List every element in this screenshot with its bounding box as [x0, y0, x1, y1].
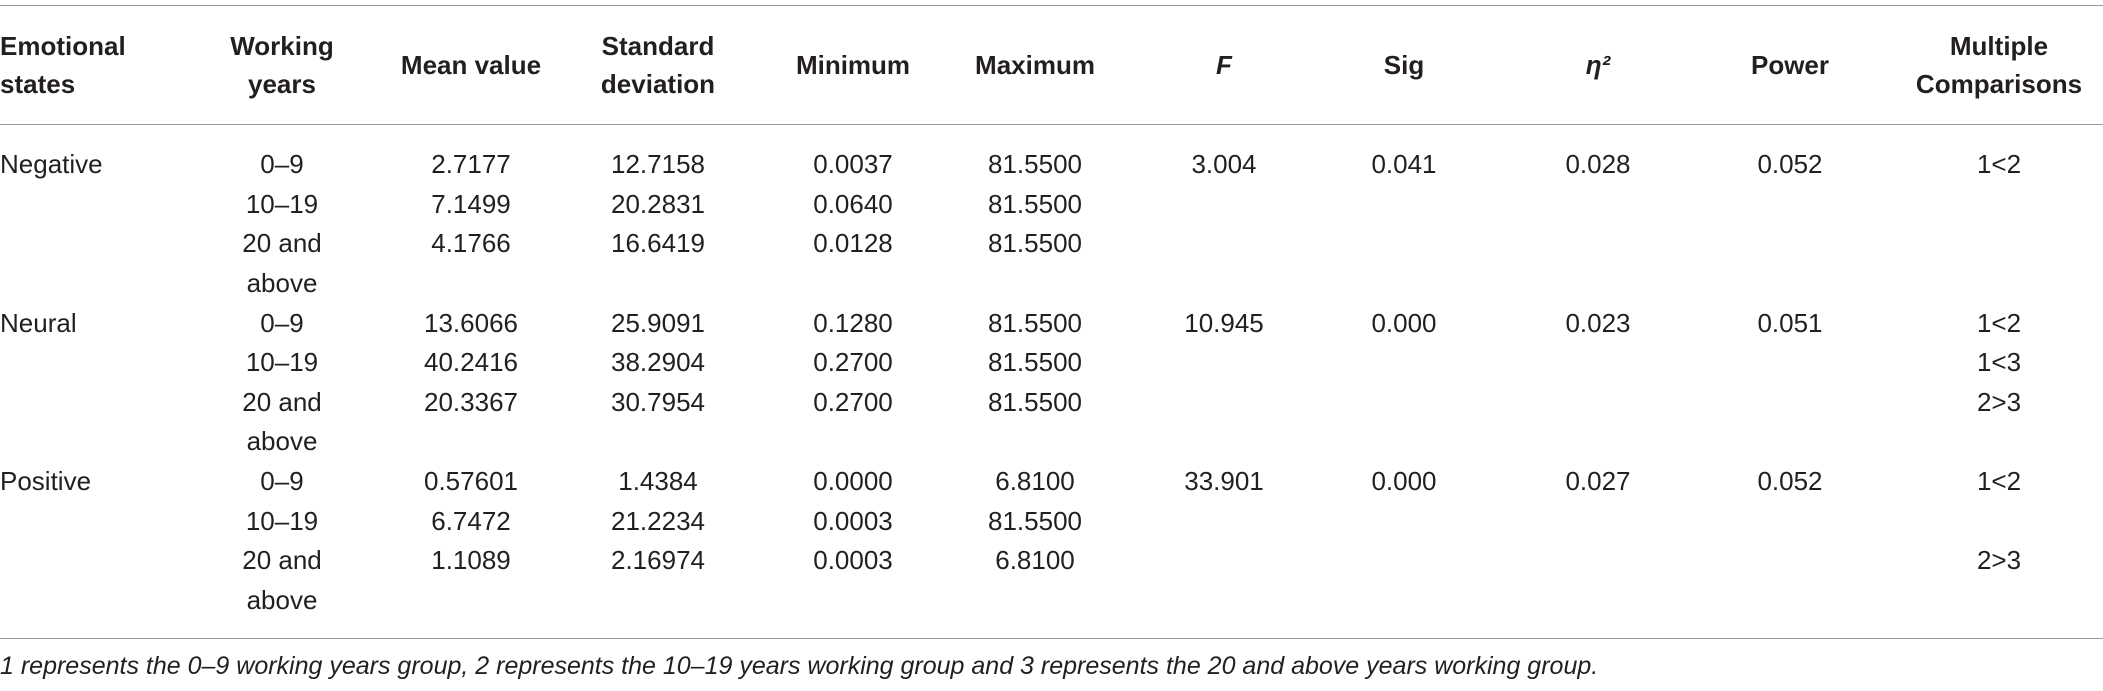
- comparison: 1<2: [1976, 307, 2022, 338]
- working-years: 0–9: [260, 149, 304, 180]
- column-header: Sig: [1383, 50, 1425, 80]
- value-max: 81.5500: [988, 188, 1082, 219]
- value-sd: 25.9091: [611, 307, 705, 338]
- stat-eta: 0.023: [1565, 307, 1631, 338]
- value-max: 6.8100: [995, 466, 1075, 496]
- comparison: 1<2: [1976, 466, 2022, 496]
- working-years: 20 and above: [242, 386, 322, 457]
- value-mean: 2.7177: [431, 149, 511, 180]
- stat-f: 10.945: [1184, 307, 1264, 338]
- value-sd: 20.2831: [611, 188, 705, 219]
- value-min: 0.0003: [813, 545, 893, 576]
- emotional-state: Negative: [0, 149, 103, 180]
- value-sd: 21.2234: [611, 505, 705, 536]
- stat-power: 0.052: [1757, 149, 1823, 180]
- emotional-state: Neural: [0, 307, 77, 338]
- value-mean: 13.6066: [424, 307, 518, 338]
- value-min: 0.0037: [813, 149, 893, 180]
- value-mean: 1.1089: [431, 545, 511, 576]
- working-years: 0–9: [260, 466, 304, 496]
- column-header: Power: [1750, 50, 1830, 80]
- column-header: Working years: [230, 31, 334, 99]
- comparison: 1<2: [1976, 149, 2022, 180]
- value-max: 81.5500: [988, 505, 1082, 536]
- comparison: 1<3: [1976, 347, 2022, 378]
- value-sd: 2.16974: [611, 545, 705, 576]
- value-max: 81.5500: [988, 228, 1082, 259]
- column-header: Multiple Comparisons: [1915, 31, 2083, 99]
- value-mean: 20.3367: [424, 386, 518, 417]
- comparison: 2>3: [1976, 545, 2022, 576]
- value-min: 0.1280: [813, 307, 893, 338]
- value-min: 0.0000: [813, 466, 893, 496]
- value-max: 81.5500: [988, 386, 1082, 417]
- working-years: 10–19: [245, 188, 319, 219]
- stat-sig: 0.000: [1371, 307, 1437, 338]
- working-years: 0–9: [260, 307, 304, 338]
- value-sd: 38.2904: [611, 347, 705, 378]
- value-mean: 7.1499: [431, 188, 511, 219]
- working-years: 10–19: [245, 505, 319, 536]
- value-min: 0.0640: [813, 188, 893, 219]
- bottom-rule: [0, 638, 2103, 639]
- value-max: 81.5500: [988, 149, 1082, 180]
- column-header: Mean value: [400, 50, 542, 80]
- value-sd: 30.7954: [611, 386, 705, 417]
- stat-f: 33.901: [1184, 466, 1264, 496]
- working-years: 10–19: [245, 347, 319, 378]
- header-rule: [0, 124, 2103, 125]
- value-min: 0.2700: [813, 386, 893, 417]
- column-header: Maximum: [975, 50, 1095, 80]
- stat-sig: 0.000: [1371, 466, 1437, 496]
- value-min: 0.0128: [813, 228, 893, 259]
- stat-sig: 0.041: [1371, 149, 1437, 180]
- stat-eta: 0.028: [1565, 149, 1631, 180]
- stat-f: 3.004: [1191, 149, 1257, 180]
- stat-power: 0.052: [1757, 466, 1823, 496]
- column-header: Minimum: [795, 50, 911, 80]
- value-mean: 40.2416: [424, 347, 518, 378]
- stat-eta: 0.027: [1565, 466, 1631, 496]
- value-mean: 6.7472: [431, 505, 511, 536]
- value-mean: 4.1766: [431, 228, 511, 259]
- value-min: 0.0003: [813, 505, 893, 536]
- working-years: 20 and above: [242, 228, 322, 298]
- value-min: 0.2700: [813, 347, 893, 378]
- column-header: Standard deviation: [600, 31, 716, 99]
- comparison: 2>3: [1976, 386, 2022, 417]
- value-max: 6.8100: [995, 545, 1075, 576]
- value-max: 81.5500: [988, 307, 1082, 338]
- value-mean: 0.57601: [424, 466, 518, 496]
- value-max: 81.5500: [988, 347, 1082, 378]
- column-header: F: [1216, 50, 1232, 80]
- value-sd: 12.7158: [611, 149, 705, 180]
- value-sd: 1.4384: [618, 466, 698, 496]
- footnote: 1 represents the 0–9 working years group…: [0, 652, 1599, 680]
- value-sd: 16.6419: [611, 228, 705, 259]
- emotional-state: Positive: [0, 466, 92, 496]
- stat-power: 0.051: [1757, 307, 1823, 338]
- column-header: Emotional states: [0, 31, 126, 99]
- top-rule: [0, 5, 2103, 6]
- working-years: 20 and above: [242, 545, 322, 615]
- column-header: η²: [1585, 50, 1611, 80]
